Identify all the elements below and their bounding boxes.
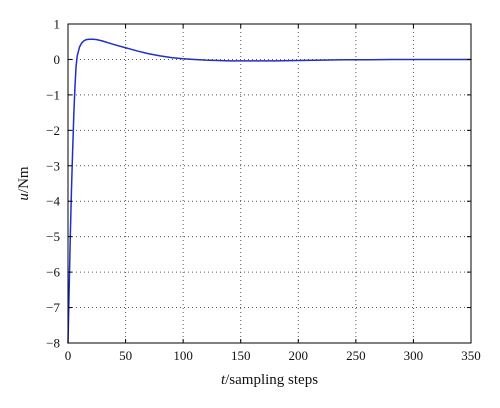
y-tick-label: 1	[54, 17, 61, 32]
y-tick-label: −8	[46, 336, 60, 351]
x-axis-label-text: /sampling steps	[225, 372, 318, 388]
ticks	[67, 23, 472, 344]
x-tick-label: 50	[119, 348, 132, 363]
x-tick-label: 200	[289, 348, 309, 363]
x-tick-label: 150	[231, 348, 251, 363]
x-tick-label: 350	[461, 348, 481, 363]
y-tick-label: −7	[46, 300, 60, 315]
x-tick-label: 0	[65, 348, 72, 363]
series-line-1	[67, 38, 472, 344]
y-tick-label: −4	[46, 194, 60, 209]
y-tick-label: −5	[46, 229, 60, 244]
y-tick-label: −3	[46, 158, 60, 173]
y-tick-label: −1	[46, 87, 60, 102]
x-tick-label: 300	[404, 348, 424, 363]
y-axis-label-var: u	[16, 193, 32, 201]
plot-frame	[67, 23, 472, 344]
y-tick-label: 0	[54, 52, 61, 67]
y-axis-label: u/Nm	[16, 166, 32, 201]
series-layer	[67, 38, 472, 344]
x-axis-label-var: t	[221, 372, 226, 388]
y-tick-label: −2	[46, 123, 60, 138]
tick-labels: 0 50 100 150 200 250 300 350 1 0 −1 −2 −3 −4 −5 −6 −7 −8	[46, 17, 481, 364]
x-axis-label: t/sampling steps	[221, 372, 318, 388]
x-tick-label: 250	[346, 348, 366, 363]
y-axis-label-text: /Nm	[16, 166, 32, 193]
x-tick-label: 100	[173, 348, 193, 363]
y-tick-label: −6	[46, 265, 60, 280]
